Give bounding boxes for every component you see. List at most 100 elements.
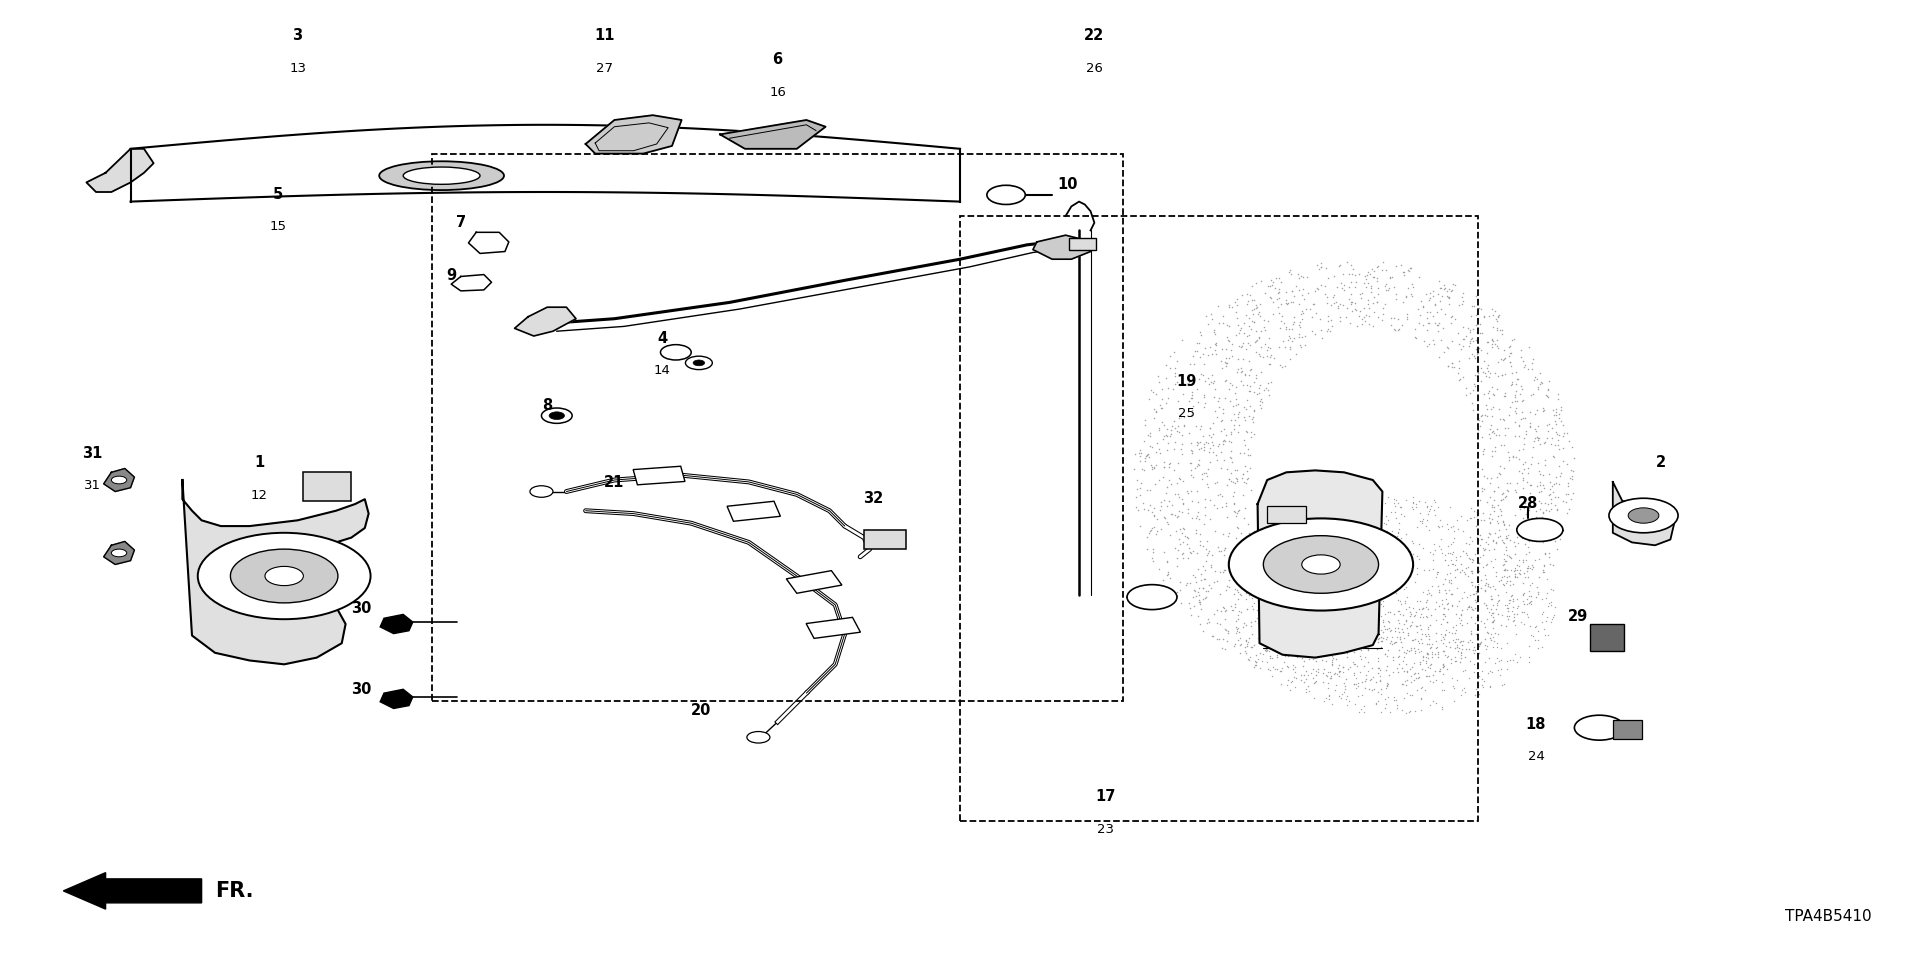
Point [1300, 541, 1331, 557]
Point [1311, 613, 1342, 629]
Point [1459, 299, 1490, 314]
Point [1432, 288, 1463, 303]
Point [1350, 314, 1380, 329]
Point [1501, 535, 1532, 550]
Point [1428, 643, 1459, 659]
Point [1277, 580, 1308, 595]
Point [1296, 595, 1327, 611]
Point [1152, 553, 1183, 568]
Point [1284, 283, 1315, 299]
Point [1486, 492, 1517, 507]
Point [1348, 640, 1379, 656]
Point [1198, 324, 1229, 340]
Point [1213, 554, 1244, 569]
Point [1162, 456, 1192, 471]
Point [1379, 635, 1409, 650]
Point [1265, 629, 1296, 644]
Point [1430, 553, 1461, 568]
Point [1405, 643, 1436, 659]
Point [1432, 341, 1463, 356]
Point [1227, 335, 1258, 350]
Point [1482, 339, 1513, 354]
Point [1137, 541, 1167, 557]
Point [1419, 693, 1450, 708]
Point [1386, 676, 1417, 691]
Point [1238, 293, 1269, 308]
Point [1302, 664, 1332, 680]
Point [1478, 541, 1509, 557]
Point [1417, 636, 1448, 652]
Point [1331, 309, 1361, 324]
Point [1325, 690, 1356, 706]
Point [1463, 609, 1494, 624]
Point [1344, 287, 1375, 302]
Point [1235, 549, 1265, 564]
Point [1380, 291, 1411, 306]
Point [1463, 413, 1494, 428]
Bar [806, 617, 860, 638]
Point [1196, 547, 1227, 563]
Point [1139, 500, 1169, 516]
Point [1261, 640, 1292, 656]
Point [1379, 636, 1409, 651]
Point [1500, 569, 1530, 585]
Point [1162, 559, 1192, 574]
Point [1503, 565, 1534, 581]
Point [1198, 574, 1229, 589]
Point [1471, 397, 1501, 413]
Point [1548, 440, 1578, 455]
Point [1446, 607, 1476, 622]
Point [1284, 270, 1315, 285]
Text: 27: 27 [597, 61, 612, 75]
Point [1396, 669, 1427, 684]
Point [1484, 668, 1515, 684]
Point [1500, 388, 1530, 403]
Point [1229, 325, 1260, 341]
Point [1346, 636, 1377, 651]
Point [1286, 269, 1317, 284]
Point [1382, 700, 1413, 715]
Point [1365, 592, 1396, 608]
Point [1398, 495, 1428, 511]
Point [1448, 662, 1478, 678]
Point [1221, 364, 1252, 379]
Point [1515, 516, 1546, 532]
Point [1428, 626, 1459, 641]
Point [1319, 683, 1350, 698]
Point [1500, 428, 1530, 444]
Point [1227, 363, 1258, 378]
Point [1398, 279, 1428, 295]
Point [1515, 477, 1546, 492]
Point [1236, 599, 1267, 614]
Point [1475, 579, 1505, 594]
Point [1427, 321, 1457, 336]
Circle shape [987, 185, 1025, 204]
Point [1283, 648, 1313, 663]
Point [1221, 583, 1252, 598]
Point [1511, 426, 1542, 442]
Point [1140, 523, 1171, 539]
Point [1436, 598, 1467, 613]
Point [1225, 575, 1256, 590]
Point [1242, 631, 1273, 646]
Point [1486, 572, 1517, 588]
Point [1202, 632, 1233, 647]
Point [1206, 342, 1236, 357]
Point [1542, 469, 1572, 485]
Point [1288, 589, 1319, 605]
Point [1137, 504, 1167, 519]
Point [1231, 555, 1261, 570]
Point [1246, 654, 1277, 669]
Point [1528, 534, 1559, 549]
Circle shape [1229, 518, 1413, 611]
Point [1235, 424, 1265, 440]
Point [1530, 533, 1561, 548]
Point [1442, 562, 1473, 577]
Point [1131, 447, 1162, 463]
Point [1354, 300, 1384, 316]
Point [1152, 443, 1183, 458]
Point [1380, 504, 1411, 519]
Point [1294, 609, 1325, 624]
Point [1503, 524, 1534, 540]
Point [1265, 676, 1296, 691]
